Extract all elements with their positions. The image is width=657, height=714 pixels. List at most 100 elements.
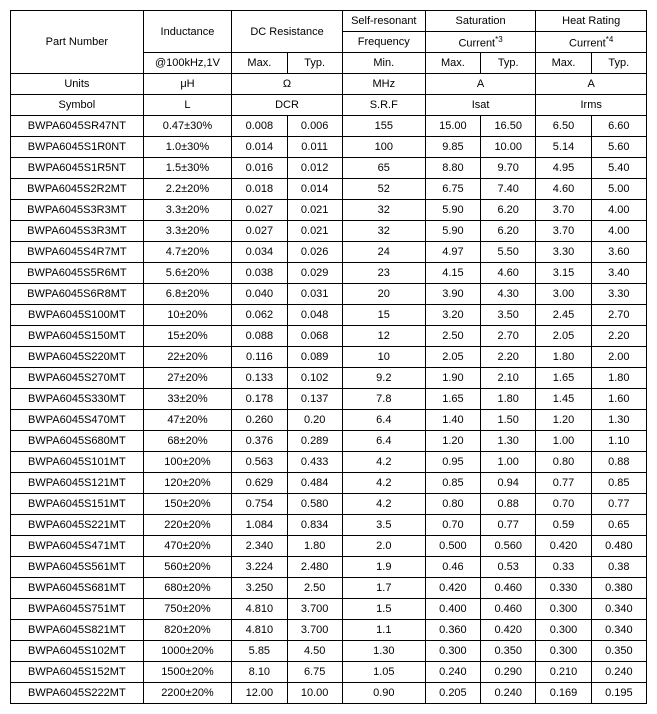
table-row: BWPA6045S2R2MT2.2±20%0.0180.014526.757.4… [11, 179, 647, 200]
dcr-typ-cell: 0.021 [287, 200, 342, 221]
part-number-cell: BWPA6045S150MT [11, 326, 144, 347]
table-row: BWPA6045S561MT560±20%3.2242.4801.90.460.… [11, 557, 647, 578]
part-number-cell: BWPA6045S270MT [11, 368, 144, 389]
isat-max-cell: 3.20 [425, 305, 480, 326]
table-row: BWPA6045S470MT47±20%0.2600.206.41.401.50… [11, 410, 647, 431]
header-sat-bot: Current*3 [425, 32, 536, 53]
dcr-typ-cell: 0.006 [287, 116, 342, 137]
irms-typ-cell: 5.00 [591, 179, 646, 200]
dcr-typ-cell: 0.834 [287, 515, 342, 536]
table-row: BWPA6045S751MT750±20%4.8103.7001.50.4000… [11, 599, 647, 620]
dcr-max-cell: 12.00 [232, 683, 287, 704]
irms-max-cell: 1.65 [536, 368, 591, 389]
part-number-cell: BWPA6045S4R7MT [11, 242, 144, 263]
irms-typ-cell: 0.350 [591, 641, 646, 662]
isat-max-cell: 4.97 [425, 242, 480, 263]
dcr-max-cell: 0.016 [232, 158, 287, 179]
dcr-max-cell: 4.810 [232, 620, 287, 641]
table-row: BWPA6045S821MT820±20%4.8103.7001.10.3600… [11, 620, 647, 641]
irms-max-cell: 0.300 [536, 599, 591, 620]
table-row: BWPA6045S1R5NT1.5±30%0.0160.012658.809.7… [11, 158, 647, 179]
header-heat-top: Heat Rating [536, 11, 647, 32]
dcr-typ-cell: 0.012 [287, 158, 342, 179]
table-row: BWPA6045S6R8MT6.8±20%0.0400.031203.904.3… [11, 284, 647, 305]
irms-max-cell: 0.420 [536, 536, 591, 557]
irms-max-cell: 0.59 [536, 515, 591, 536]
part-number-cell: BWPA6045S220MT [11, 347, 144, 368]
srf-cell: 1.05 [342, 662, 425, 683]
dcr-typ-cell: 0.048 [287, 305, 342, 326]
dcr-max-cell: 0.754 [232, 494, 287, 515]
isat-typ-cell: 2.10 [481, 368, 536, 389]
isat-max-cell: 1.40 [425, 410, 480, 431]
srf-cell: 9.2 [342, 368, 425, 389]
srf-cell: 12 [342, 326, 425, 347]
isat-typ-cell: 0.94 [481, 473, 536, 494]
isat-typ-cell: 1.00 [481, 452, 536, 473]
isat-max-cell: 6.75 [425, 179, 480, 200]
dcr-max-cell: 0.062 [232, 305, 287, 326]
inductance-cell: 22±20% [143, 347, 231, 368]
units-a-irms: A [536, 74, 647, 95]
part-number-cell: BWPA6045S471MT [11, 536, 144, 557]
part-number-cell: BWPA6045S821MT [11, 620, 144, 641]
irms-max-cell: 3.30 [536, 242, 591, 263]
part-number-cell: BWPA6045S3R3MT [11, 221, 144, 242]
inductance-cell: 120±20% [143, 473, 231, 494]
irms-max-cell: 3.15 [536, 263, 591, 284]
srf-cell: 1.9 [342, 557, 425, 578]
irms-typ-cell: 4.00 [591, 221, 646, 242]
isat-typ-cell: 1.80 [481, 389, 536, 410]
inductance-cell: 1000±20% [143, 641, 231, 662]
inductance-cell: 15±20% [143, 326, 231, 347]
isat-max-cell: 5.90 [425, 200, 480, 221]
irms-max-cell: 0.330 [536, 578, 591, 599]
irms-typ-cell: 1.80 [591, 368, 646, 389]
irms-typ-cell: 1.30 [591, 410, 646, 431]
table-row: BWPA6045S222MT2200±20%12.0010.000.900.20… [11, 683, 647, 704]
dcr-typ-cell: 0.289 [287, 431, 342, 452]
dcr-max-cell: 0.376 [232, 431, 287, 452]
inductance-cell: 2200±20% [143, 683, 231, 704]
symbol-isat: Isat [425, 95, 536, 116]
units-uh: μH [143, 74, 231, 95]
spec-table: Part Number Inductance DC Resistance Sel… [10, 10, 647, 704]
part-number-cell: BWPA6045SR47NT [11, 116, 144, 137]
dcr-max-cell: 0.116 [232, 347, 287, 368]
table-row: BWPA6045S471MT470±20%2.3401.802.00.5000.… [11, 536, 647, 557]
dcr-typ-cell: 0.029 [287, 263, 342, 284]
srf-cell: 6.4 [342, 410, 425, 431]
irms-typ-cell: 1.10 [591, 431, 646, 452]
inductance-cell: 33±20% [143, 389, 231, 410]
dcr-typ-cell: 0.102 [287, 368, 342, 389]
symbol-l: L [143, 95, 231, 116]
irms-typ-cell: 2.70 [591, 305, 646, 326]
irms-typ-cell: 0.380 [591, 578, 646, 599]
dcr-max-cell: 2.340 [232, 536, 287, 557]
inductance-cell: 3.3±20% [143, 221, 231, 242]
srf-cell: 65 [342, 158, 425, 179]
header-part-number: Part Number [11, 11, 144, 74]
srf-cell: 1.1 [342, 620, 425, 641]
isat-typ-cell: 7.40 [481, 179, 536, 200]
srf-cell: 23 [342, 263, 425, 284]
table-row: BWPA6045S3R3MT3.3±20%0.0270.021325.906.2… [11, 221, 647, 242]
srf-cell: 0.90 [342, 683, 425, 704]
table-row: BWPA6045SR47NT0.47±30%0.0080.00615515.00… [11, 116, 647, 137]
dcr-max-cell: 0.038 [232, 263, 287, 284]
row-symbol-label: Symbol [11, 95, 144, 116]
isat-max-cell: 0.85 [425, 473, 480, 494]
dcr-typ-cell: 6.75 [287, 662, 342, 683]
isat-max-cell: 5.90 [425, 221, 480, 242]
part-number-cell: BWPA6045S680MT [11, 431, 144, 452]
table-row: BWPA6045S270MT27±20%0.1330.1029.21.902.1… [11, 368, 647, 389]
srf-cell: 2.0 [342, 536, 425, 557]
dcr-max-cell: 0.040 [232, 284, 287, 305]
part-number-cell: BWPA6045S151MT [11, 494, 144, 515]
table-row: BWPA6045S1R0NT1.0±30%0.0140.0111009.8510… [11, 137, 647, 158]
dcr-max-cell: 0.034 [232, 242, 287, 263]
header-heat-bot: Current*4 [536, 32, 647, 53]
part-number-cell: BWPA6045S1R0NT [11, 137, 144, 158]
dcr-typ-cell: 3.700 [287, 620, 342, 641]
irms-typ-cell: 5.40 [591, 158, 646, 179]
